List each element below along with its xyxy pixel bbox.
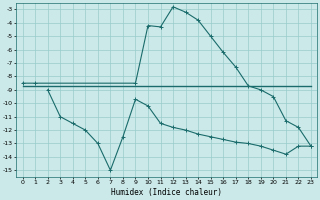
X-axis label: Humidex (Indice chaleur): Humidex (Indice chaleur) — [111, 188, 222, 197]
